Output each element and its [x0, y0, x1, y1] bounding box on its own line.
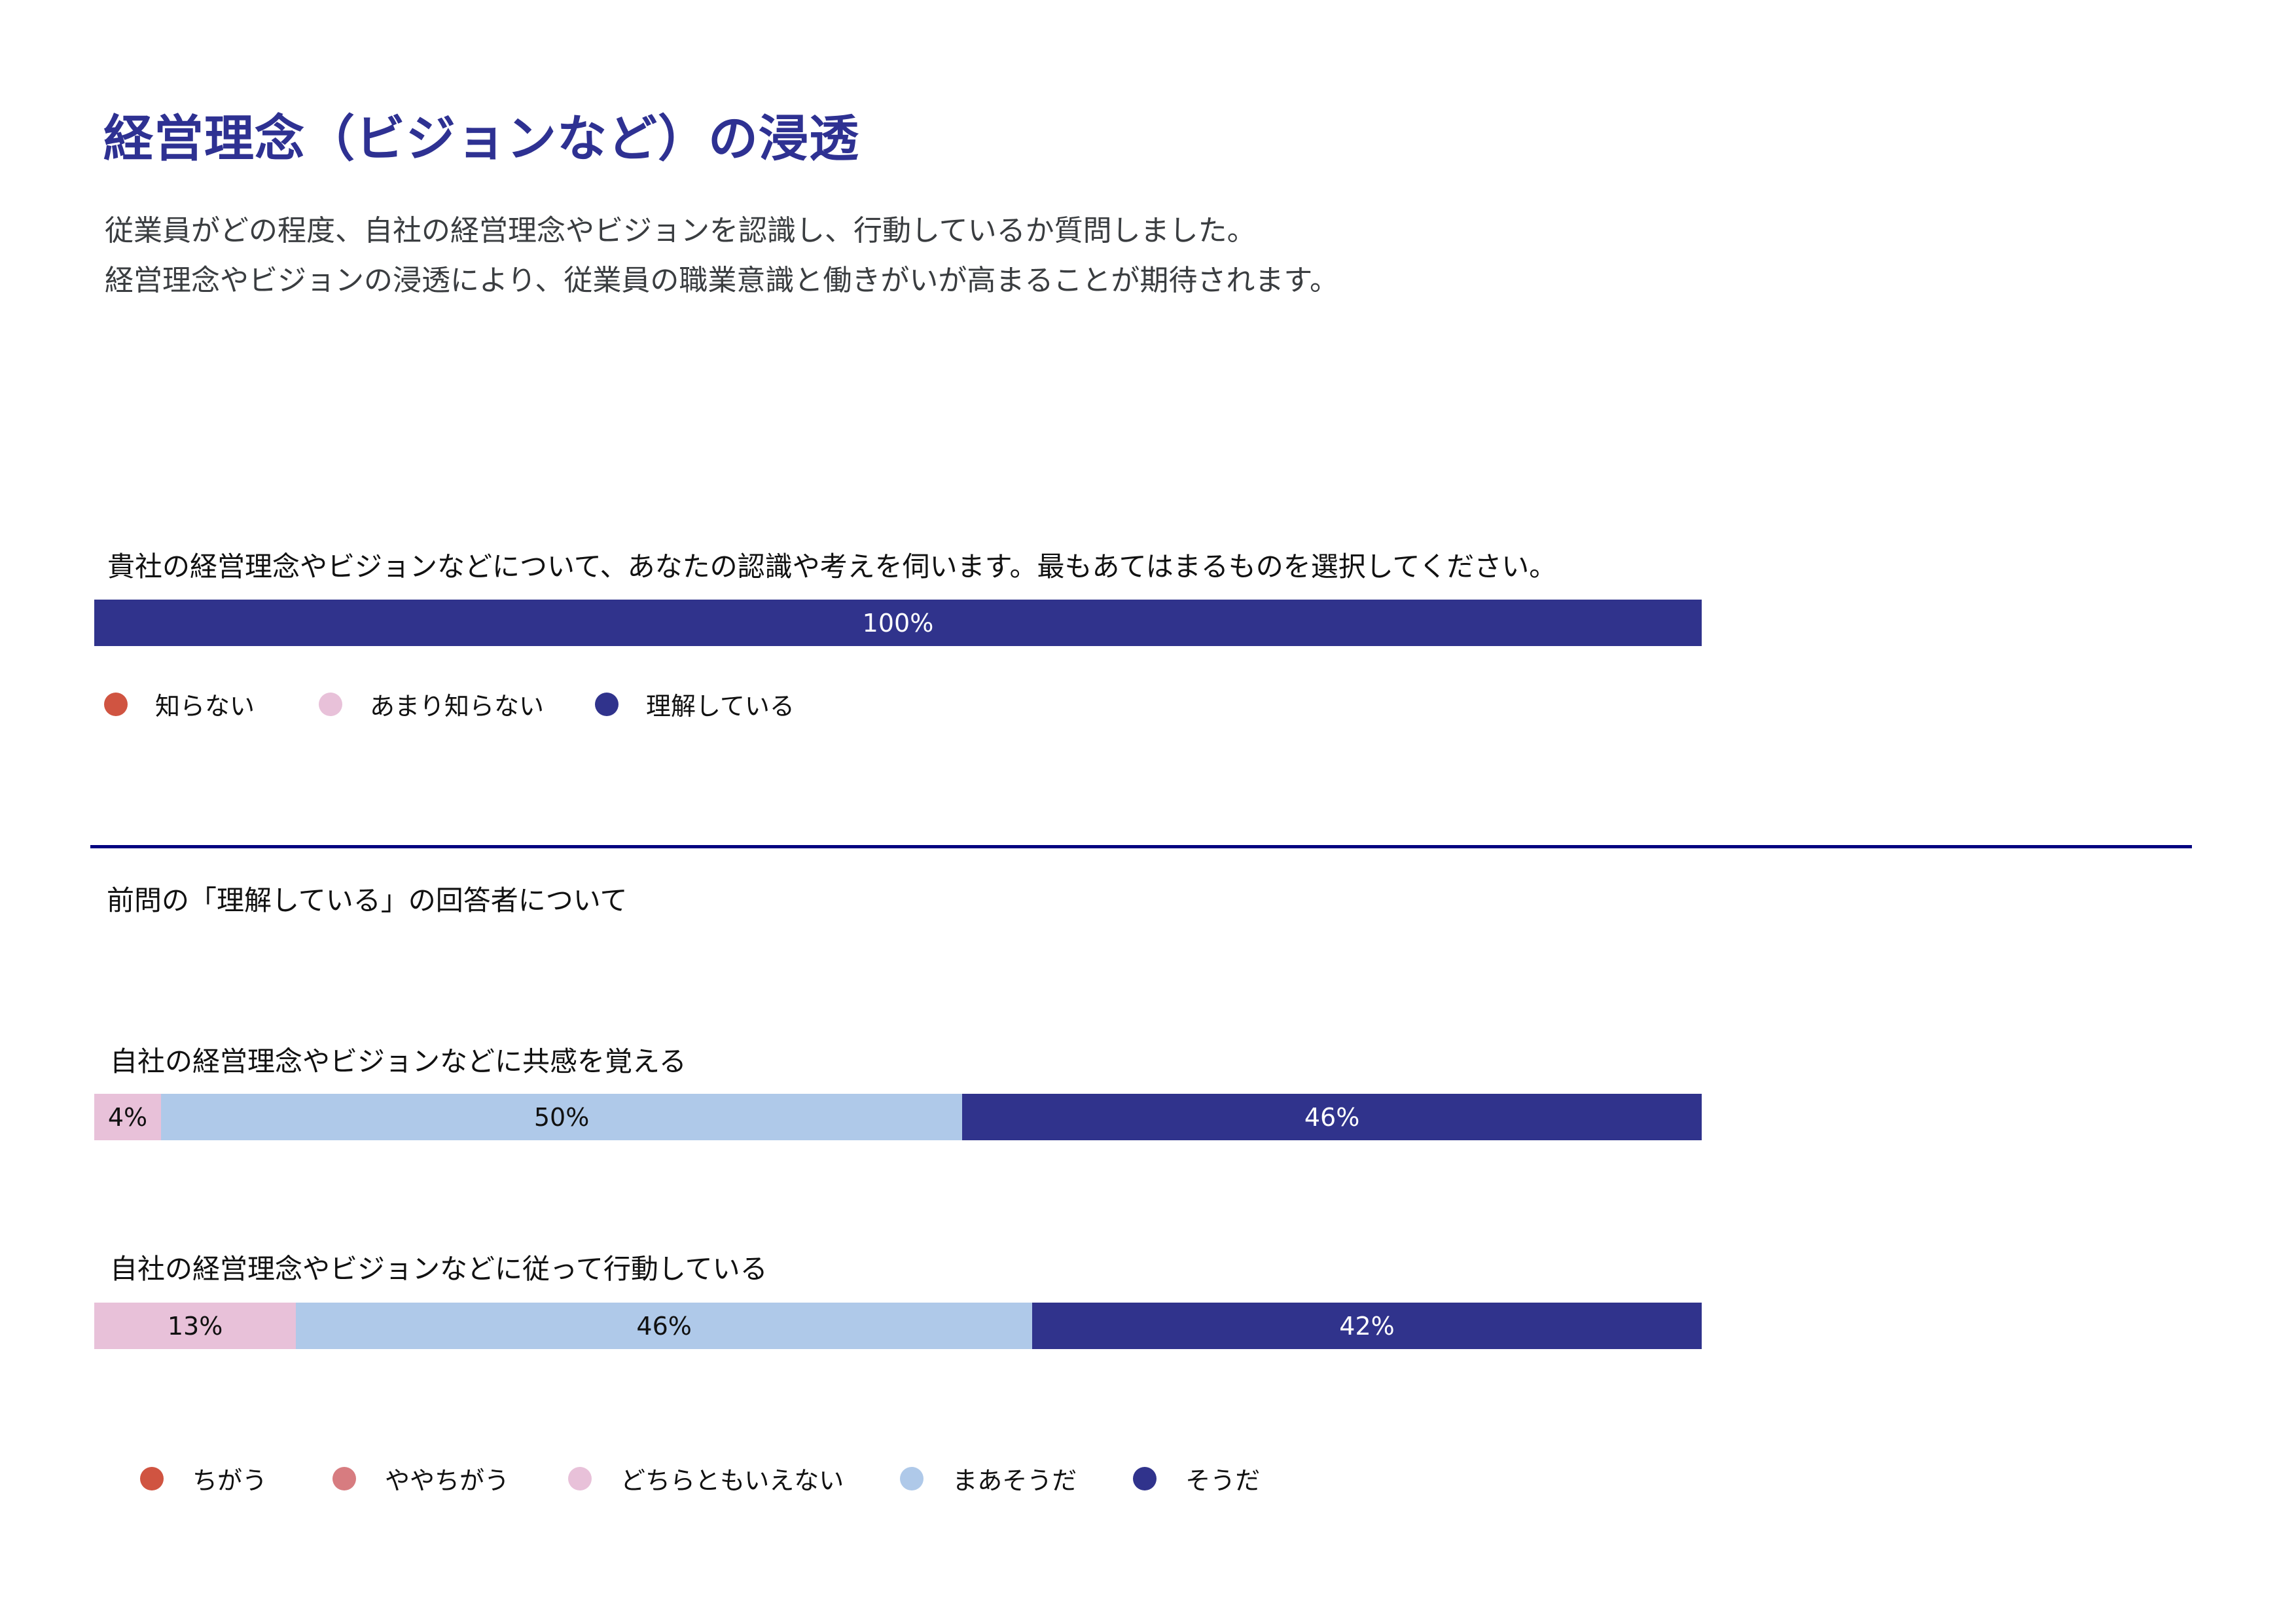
- legend-dot-icon: [319, 692, 343, 716]
- bar-segment-neutral: 13%: [94, 1303, 296, 1349]
- legend-label: あまり知らない: [370, 692, 545, 721]
- legend-label: ややちがう: [385, 1466, 510, 1495]
- awareness-bar: 100%: [94, 600, 1702, 646]
- bar-segment-neutral: 4%: [94, 1094, 161, 1140]
- question-1-label: 貴社の経営理念やビジョンなどについて、あなたの認識や考えを伺います。最もあてはま…: [107, 550, 1557, 583]
- legend-dot-icon: [900, 1466, 924, 1490]
- segment-value: 50%: [533, 1102, 590, 1132]
- legend-dot-icon: [1133, 1466, 1157, 1490]
- legend-item-shiranai: 知らない: [104, 686, 255, 722]
- legend-label: ちがう: [192, 1466, 268, 1495]
- bar-segment-somewhat-yes: 46%: [296, 1303, 1033, 1349]
- legend-item-souda: そうだ: [1133, 1460, 1260, 1496]
- empathy-bar: 4% 50% 46%: [94, 1094, 1702, 1140]
- bar-segment-yes: 46%: [962, 1094, 1702, 1140]
- legend-item-rikai: 理解している: [595, 686, 795, 722]
- bar-segment-somewhat-yes: 50%: [160, 1094, 963, 1140]
- legend-dot-icon: [595, 692, 619, 716]
- legend-label: まあそうだ: [952, 1466, 1077, 1495]
- segment-value: 46%: [636, 1311, 692, 1341]
- legend-dot-icon: [332, 1466, 357, 1490]
- bar-segment-yes: 42%: [1032, 1303, 1702, 1349]
- section-2-heading: 前問の「理解している」の回答者について: [107, 884, 628, 916]
- section-divider: [90, 845, 2192, 848]
- page-title: 経営理念（ビジョンなど）の浸透: [103, 109, 859, 168]
- bar-segment-understand: 100%: [94, 600, 1702, 646]
- intro-line-1: 従業員がどの程度、自社の経営理念やビジョンを認識し、行動しているか質問しました。: [105, 214, 1256, 247]
- legend-dot-icon: [140, 1466, 164, 1490]
- legend-dot-icon: [104, 692, 128, 716]
- segment-value: 42%: [1339, 1311, 1395, 1341]
- legend-item-maa-souda: まあそうだ: [900, 1460, 1077, 1496]
- legend-item-amari-shiranai: あまり知らない: [319, 686, 544, 722]
- legend-awareness: 知らない あまり知らない 理解している: [104, 686, 795, 722]
- segment-value: 13%: [167, 1311, 223, 1341]
- legend-agreement: ちがう ややちがう どちらともいえない まあそうだ そうだ: [140, 1460, 1260, 1496]
- segment-value: 46%: [1304, 1102, 1360, 1132]
- legend-label: 理解している: [646, 692, 795, 721]
- intro-line-2: 経営理念やビジョンの浸透により、従業員の職業意識と働きがいが高まることが期待され…: [105, 264, 1338, 297]
- question-3-label: 自社の経営理念やビジョンなどに従って行動している: [110, 1253, 768, 1285]
- action-bar: 13% 46% 42%: [94, 1303, 1702, 1349]
- legend-label: そうだ: [1185, 1466, 1261, 1495]
- segment-value: 100%: [862, 608, 934, 638]
- legend-item-yaya-chigau: ややちがう: [332, 1460, 509, 1496]
- legend-dot-icon: [568, 1466, 592, 1490]
- question-2-label: 自社の経営理念やビジョンなどに共感を覚える: [110, 1045, 687, 1077]
- legend-label: 知らない: [155, 692, 255, 721]
- legend-item-chigau: ちがう: [140, 1460, 267, 1496]
- intro-text: 従業員がどの程度、自社の経営理念やビジョンを認識し、行動しているか質問しました。…: [105, 206, 1338, 306]
- segment-value: 4%: [107, 1102, 148, 1132]
- legend-label: どちらともいえない: [620, 1466, 844, 1495]
- legend-item-dochira: どちらともいえない: [568, 1460, 844, 1496]
